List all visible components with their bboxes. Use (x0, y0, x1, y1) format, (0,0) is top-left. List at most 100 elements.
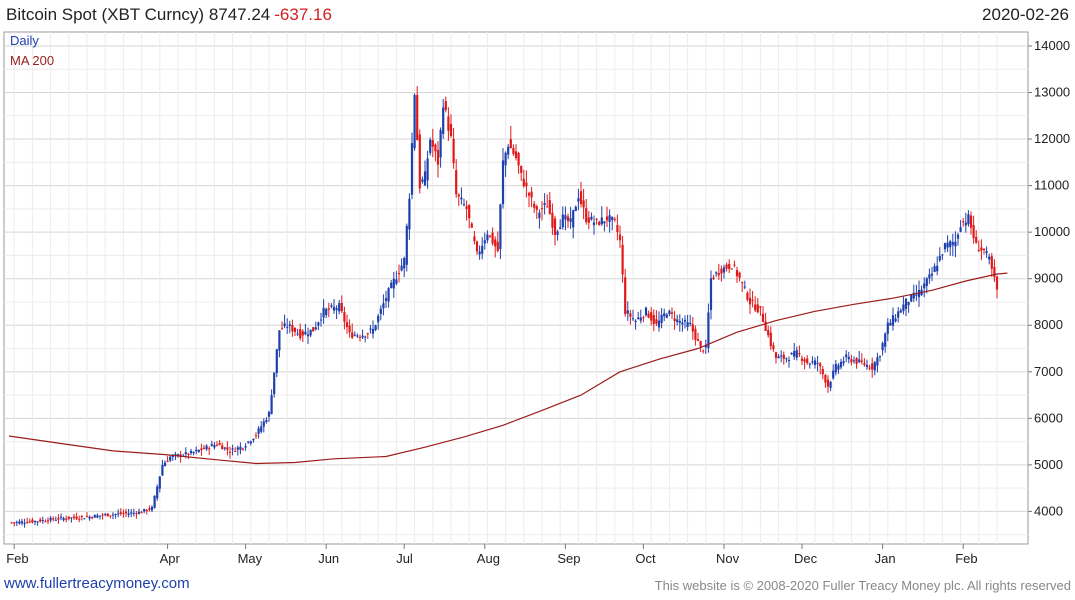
candle-body (130, 512, 133, 514)
candle-body (787, 359, 791, 362)
candle-body (782, 354, 785, 359)
candle-body (722, 267, 726, 273)
x-tick-label: Aug (477, 551, 500, 566)
candle-body (223, 447, 226, 449)
candle-body (686, 322, 689, 327)
candle-body (967, 214, 970, 225)
candle-body (83, 518, 86, 520)
candle-body (553, 218, 557, 236)
candle-body (122, 512, 125, 514)
candle-body (889, 322, 892, 326)
candle-body (608, 215, 611, 222)
candle-body (769, 332, 772, 347)
candle-body (143, 508, 146, 512)
candle-body (676, 319, 679, 323)
candle-body (652, 314, 655, 324)
candle-body (520, 165, 523, 173)
candle-body (707, 312, 710, 348)
candle-body (202, 447, 206, 449)
chart-title-text: Bitcoin Spot (XBT Curncy) 8747.24 (6, 5, 271, 24)
candle-body (847, 356, 850, 360)
copyright-notice: This website is © 2008-2020 Fuller Treac… (654, 578, 1071, 593)
candle-body (434, 144, 437, 152)
candle-body (650, 312, 653, 321)
candle-body (215, 444, 219, 446)
candle-body (759, 306, 762, 308)
candle-body (959, 227, 962, 232)
candle-body (514, 151, 518, 158)
candle-body (819, 363, 822, 367)
candle-body (811, 361, 814, 363)
candle-body (725, 264, 728, 269)
candle-body (780, 355, 783, 357)
candle-body (582, 200, 585, 208)
candle-body (699, 341, 702, 347)
candle-body (678, 320, 681, 323)
candle-body (985, 251, 988, 254)
candle-body (345, 322, 349, 328)
candle-body (78, 518, 81, 520)
candle-body (592, 222, 596, 226)
candle-body (382, 303, 385, 309)
candle-body (426, 158, 429, 181)
candle-body (637, 317, 640, 320)
candle-body (660, 314, 663, 324)
y-tick-label: 11000 (1034, 178, 1069, 193)
candle-body (618, 234, 622, 241)
candle-body (954, 241, 957, 247)
candle-body (855, 358, 858, 364)
candle-body (839, 361, 843, 368)
candle-body (938, 255, 941, 261)
candle-body (15, 521, 18, 523)
candle-body (631, 318, 635, 320)
candle-body (894, 318, 897, 322)
candle-body (405, 225, 408, 265)
candle-body (595, 218, 598, 220)
candle-body (265, 420, 268, 423)
candle-body (798, 353, 801, 355)
candle-body (644, 307, 648, 316)
candle-body (691, 324, 694, 332)
candle-body (559, 227, 562, 230)
candle-body (972, 225, 975, 239)
candle-body (218, 443, 221, 445)
candle-body (681, 322, 684, 325)
candle-body (899, 310, 902, 313)
candle-body (696, 339, 700, 341)
candle-body (962, 221, 965, 223)
candle-body (767, 330, 770, 336)
y-tick-label: 6000 (1034, 410, 1063, 425)
candle-body (512, 147, 515, 154)
candle-body (338, 303, 341, 312)
candle-body (36, 521, 39, 523)
candle-body (904, 298, 908, 309)
candle-body (806, 358, 809, 364)
candle-body (569, 218, 572, 222)
candle-body (556, 231, 559, 235)
candle-body (413, 95, 416, 149)
candle-body (730, 268, 733, 270)
candle-body (551, 212, 554, 228)
chart-header: Bitcoin Spot (XBT Curncy) 8747.24 -637.16… (0, 0, 1075, 32)
candle-body (743, 286, 746, 288)
candle-body (522, 178, 525, 187)
x-tick-label: Jun (318, 551, 339, 566)
chart-date: 2020-02-26 (982, 5, 1069, 24)
candle-body (891, 315, 895, 326)
candle-body (878, 356, 882, 358)
candle-body (85, 515, 89, 517)
candle-body (442, 107, 445, 134)
candle-body (600, 217, 603, 225)
candle-body (439, 130, 442, 158)
candle-body (213, 445, 216, 448)
candle-body (343, 312, 346, 322)
candle-body (774, 352, 778, 358)
candle-body (187, 453, 190, 455)
candle-body (293, 328, 297, 332)
x-tick-label: Oct (635, 551, 656, 566)
candle-body (561, 214, 564, 228)
candle-body (956, 234, 960, 239)
candle-body (111, 514, 115, 516)
candle-body (80, 516, 83, 518)
website-link[interactable]: www.fullertreacymoney.com (4, 575, 190, 592)
